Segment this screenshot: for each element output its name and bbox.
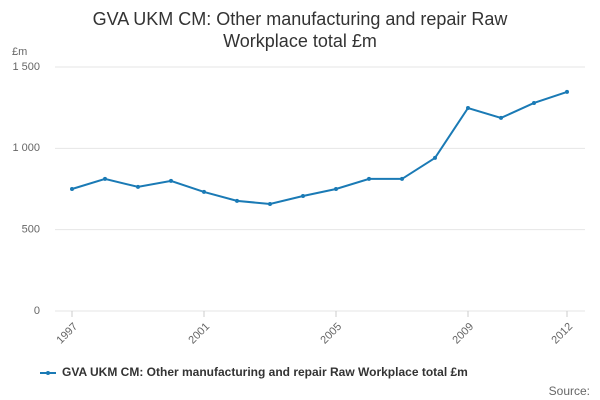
- point: [301, 193, 305, 198]
- x-tick-label: 2009: [450, 321, 476, 347]
- point: [367, 176, 371, 181]
- legend-label: GVA UKM CM: Other manufacturing and repa…: [62, 365, 468, 379]
- point: [532, 100, 536, 105]
- point: [400, 176, 404, 181]
- point: [268, 201, 272, 206]
- y-unit: £m: [12, 46, 27, 58]
- x-tick-label: 2012: [549, 321, 575, 347]
- chart-title: GVA UKM CM: Other manufacturing and repa…: [92, 9, 508, 51]
- point: [235, 198, 239, 203]
- y-tick-label: 500: [22, 224, 40, 236]
- x-tick-label: 2005: [318, 321, 344, 347]
- point: [70, 187, 74, 191]
- point: [136, 184, 140, 189]
- line: [71, 90, 568, 205]
- source: Source:: [549, 384, 590, 398]
- point: [466, 105, 470, 110]
- point: [103, 176, 107, 181]
- point: [334, 187, 338, 191]
- y-tick-label: 1 000: [12, 142, 40, 154]
- point: [499, 115, 503, 120]
- point: [565, 89, 569, 94]
- legend-marker: [46, 371, 50, 375]
- point: [202, 189, 206, 194]
- y-tick-label: 1 500: [12, 61, 40, 73]
- x-tick-label: 1997: [54, 321, 80, 347]
- point: [169, 178, 173, 183]
- y-tick-label: 0: [34, 305, 40, 317]
- x-tick-label: 2001: [186, 321, 212, 347]
- point: [433, 155, 437, 160]
